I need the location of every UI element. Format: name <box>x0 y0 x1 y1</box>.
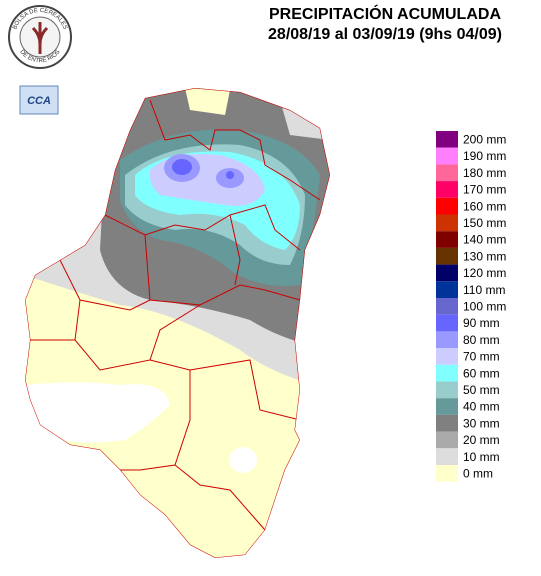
legend-label: 150 mm <box>463 216 506 230</box>
legend-swatch <box>436 348 458 365</box>
legend-label: 130 mm <box>463 249 506 263</box>
legend-swatch <box>436 247 458 265</box>
legend-swatch <box>436 431 458 449</box>
legend-swatch <box>436 414 458 432</box>
legend-swatch <box>436 281 458 298</box>
legend-label: 30 mm <box>463 416 500 430</box>
legend-label: 0 mm <box>463 467 493 481</box>
legend-swatch <box>436 214 458 232</box>
legend-swatch <box>436 398 458 415</box>
legend-label: 100 mm <box>463 300 506 314</box>
legend-label: 180 mm <box>463 166 506 180</box>
precipitation-map <box>25 88 330 558</box>
logo: BOLSA DE CEREALES DE ENTRE RIOS CCA <box>8 5 72 115</box>
legend-swatch <box>436 298 458 315</box>
legend-swatch <box>436 448 458 465</box>
legend-label: 170 mm <box>463 183 506 197</box>
legend-label: 140 mm <box>463 233 506 247</box>
legend-label: 40 mm <box>463 400 500 414</box>
legend-label: 200 mm <box>463 133 506 147</box>
legend-label: 110 mm <box>463 283 505 297</box>
legend-swatch <box>436 197 458 215</box>
legend-swatch <box>436 131 458 148</box>
legend-swatch <box>436 381 458 399</box>
legend-label: 70 mm <box>463 350 500 364</box>
legend-label: 120 mm <box>463 266 506 280</box>
cca-badge <box>19 85 59 115</box>
legend-swatch <box>436 364 458 382</box>
cca-text: CCA <box>27 95 51 107</box>
legend-label: 10 mm <box>463 450 500 464</box>
legend-swatch <box>436 465 458 482</box>
legend-swatch <box>436 314 458 332</box>
legend-label: 160 mm <box>463 199 506 213</box>
legend-label: 50 mm <box>463 383 500 397</box>
legend: 200 mm 190 mm 180 mm 170 mm 160 mm 150 mm 140 … <box>436 131 506 482</box>
legend-label: 90 mm <box>463 316 500 330</box>
legend-swatch <box>436 147 458 165</box>
legend-label: 190 mm <box>463 149 506 163</box>
legend-swatch <box>436 231 458 248</box>
legend-swatch <box>436 181 458 198</box>
subtitle: 28/08/19 al 03/09/19 (9hs 04/09) <box>268 26 502 43</box>
legend-swatch <box>436 331 458 349</box>
legend-label: 60 mm <box>463 366 500 380</box>
legend-label: 20 mm <box>463 433 500 447</box>
title: PRECIPITACIÓN ACUMULADA <box>269 4 501 23</box>
legend-swatch <box>436 164 458 182</box>
legend-swatch <box>436 264 458 282</box>
legend-label: 80 mm <box>463 333 500 347</box>
